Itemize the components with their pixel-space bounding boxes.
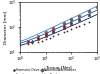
Point [88, 11, 90, 12]
Point [27, 44, 28, 45]
Point [45, 34, 46, 35]
Point [27, 42, 28, 43]
Point [37, 36, 39, 37]
Point [37, 37, 39, 39]
Point [88, 21, 90, 22]
Point [70, 19, 72, 20]
X-axis label: Torque [Nm]: Torque [Nm] [45, 66, 72, 70]
Point [63, 32, 64, 33]
Y-axis label: Diameter [mm]: Diameter [mm] [3, 10, 7, 44]
Point [53, 32, 54, 33]
Point [78, 16, 80, 17]
Point [53, 30, 54, 31]
Point [70, 20, 72, 21]
Point [83, 23, 84, 24]
Point [70, 23, 72, 24]
Point [70, 28, 72, 29]
Point [31, 43, 33, 44]
Point [27, 40, 28, 41]
Point [45, 32, 46, 33]
Point [67, 30, 68, 31]
Legend: Harmonic Drive, Sumitomo, Spinea, Nabtesco/Alternatives, Los Pandoras, Stiffner/: Harmonic Drive, Sumitomo, Spinea, Nabtes… [12, 68, 77, 74]
Point [63, 26, 64, 27]
Point [78, 15, 80, 16]
Point [78, 20, 80, 21]
Point [63, 22, 64, 24]
Point [75, 26, 77, 28]
Point [96, 6, 98, 7]
Point [57, 34, 59, 35]
Point [78, 25, 80, 26]
Point [53, 28, 54, 29]
Point [45, 31, 46, 32]
Point [88, 10, 90, 11]
Point [45, 33, 46, 35]
Point [37, 38, 39, 39]
Point [63, 25, 64, 26]
Point [45, 35, 46, 36]
Point [63, 27, 64, 28]
Point [19, 45, 21, 46]
Point [53, 28, 54, 29]
Point [49, 37, 51, 38]
Point [78, 18, 80, 19]
Point [45, 39, 46, 40]
Point [37, 39, 39, 40]
Point [53, 36, 54, 37]
Point [31, 40, 33, 41]
Point [41, 40, 42, 41]
Point [63, 23, 64, 25]
Point [53, 30, 54, 31]
Point [70, 22, 72, 23]
Point [37, 41, 39, 43]
Point [88, 15, 90, 16]
